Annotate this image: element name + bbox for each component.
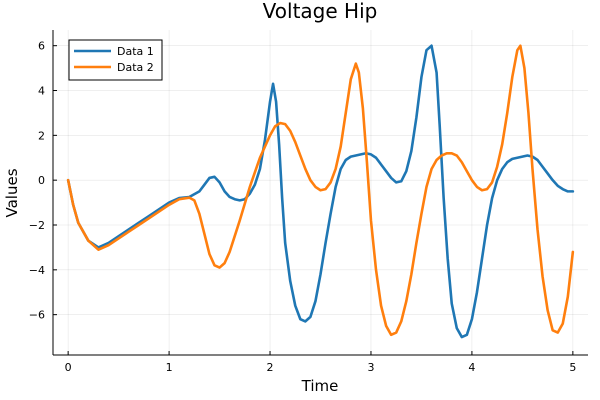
legend: Data 1 Data 2 <box>68 39 163 81</box>
x-tick-label: 1 <box>166 361 173 374</box>
legend-label-data-1: Data 1 <box>117 45 154 58</box>
y-axis-label: Values <box>3 168 21 217</box>
y-tick-label: −4 <box>29 264 45 277</box>
y-tick-label: 2 <box>38 129 45 142</box>
x-tick-label: 4 <box>468 361 475 374</box>
x-tick-label: 2 <box>267 361 274 374</box>
chart-title: Voltage Hip <box>263 0 378 23</box>
grid <box>53 30 588 355</box>
axes <box>52 30 588 356</box>
y-tick-label: −6 <box>29 309 45 322</box>
x-tick-label: 5 <box>569 361 576 374</box>
series-line-data-1 <box>66 44 575 339</box>
series-line-data-2 <box>66 44 575 337</box>
y-tick-label: 0 <box>38 174 45 187</box>
x-axis-label: Time <box>301 377 339 395</box>
x-tick-label: 3 <box>367 361 374 374</box>
series-layer <box>66 44 575 339</box>
y-tick-label: 4 <box>38 85 45 98</box>
ticks: 0 1 2 3 4 5 −6 −4 −2 0 2 4 6 <box>29 40 577 374</box>
y-tick-label: −2 <box>29 219 45 232</box>
y-tick-label: 6 <box>38 40 45 53</box>
legend-box <box>68 39 163 81</box>
legend-label-data-2: Data 2 <box>117 61 154 74</box>
x-tick-label: 0 <box>65 361 72 374</box>
